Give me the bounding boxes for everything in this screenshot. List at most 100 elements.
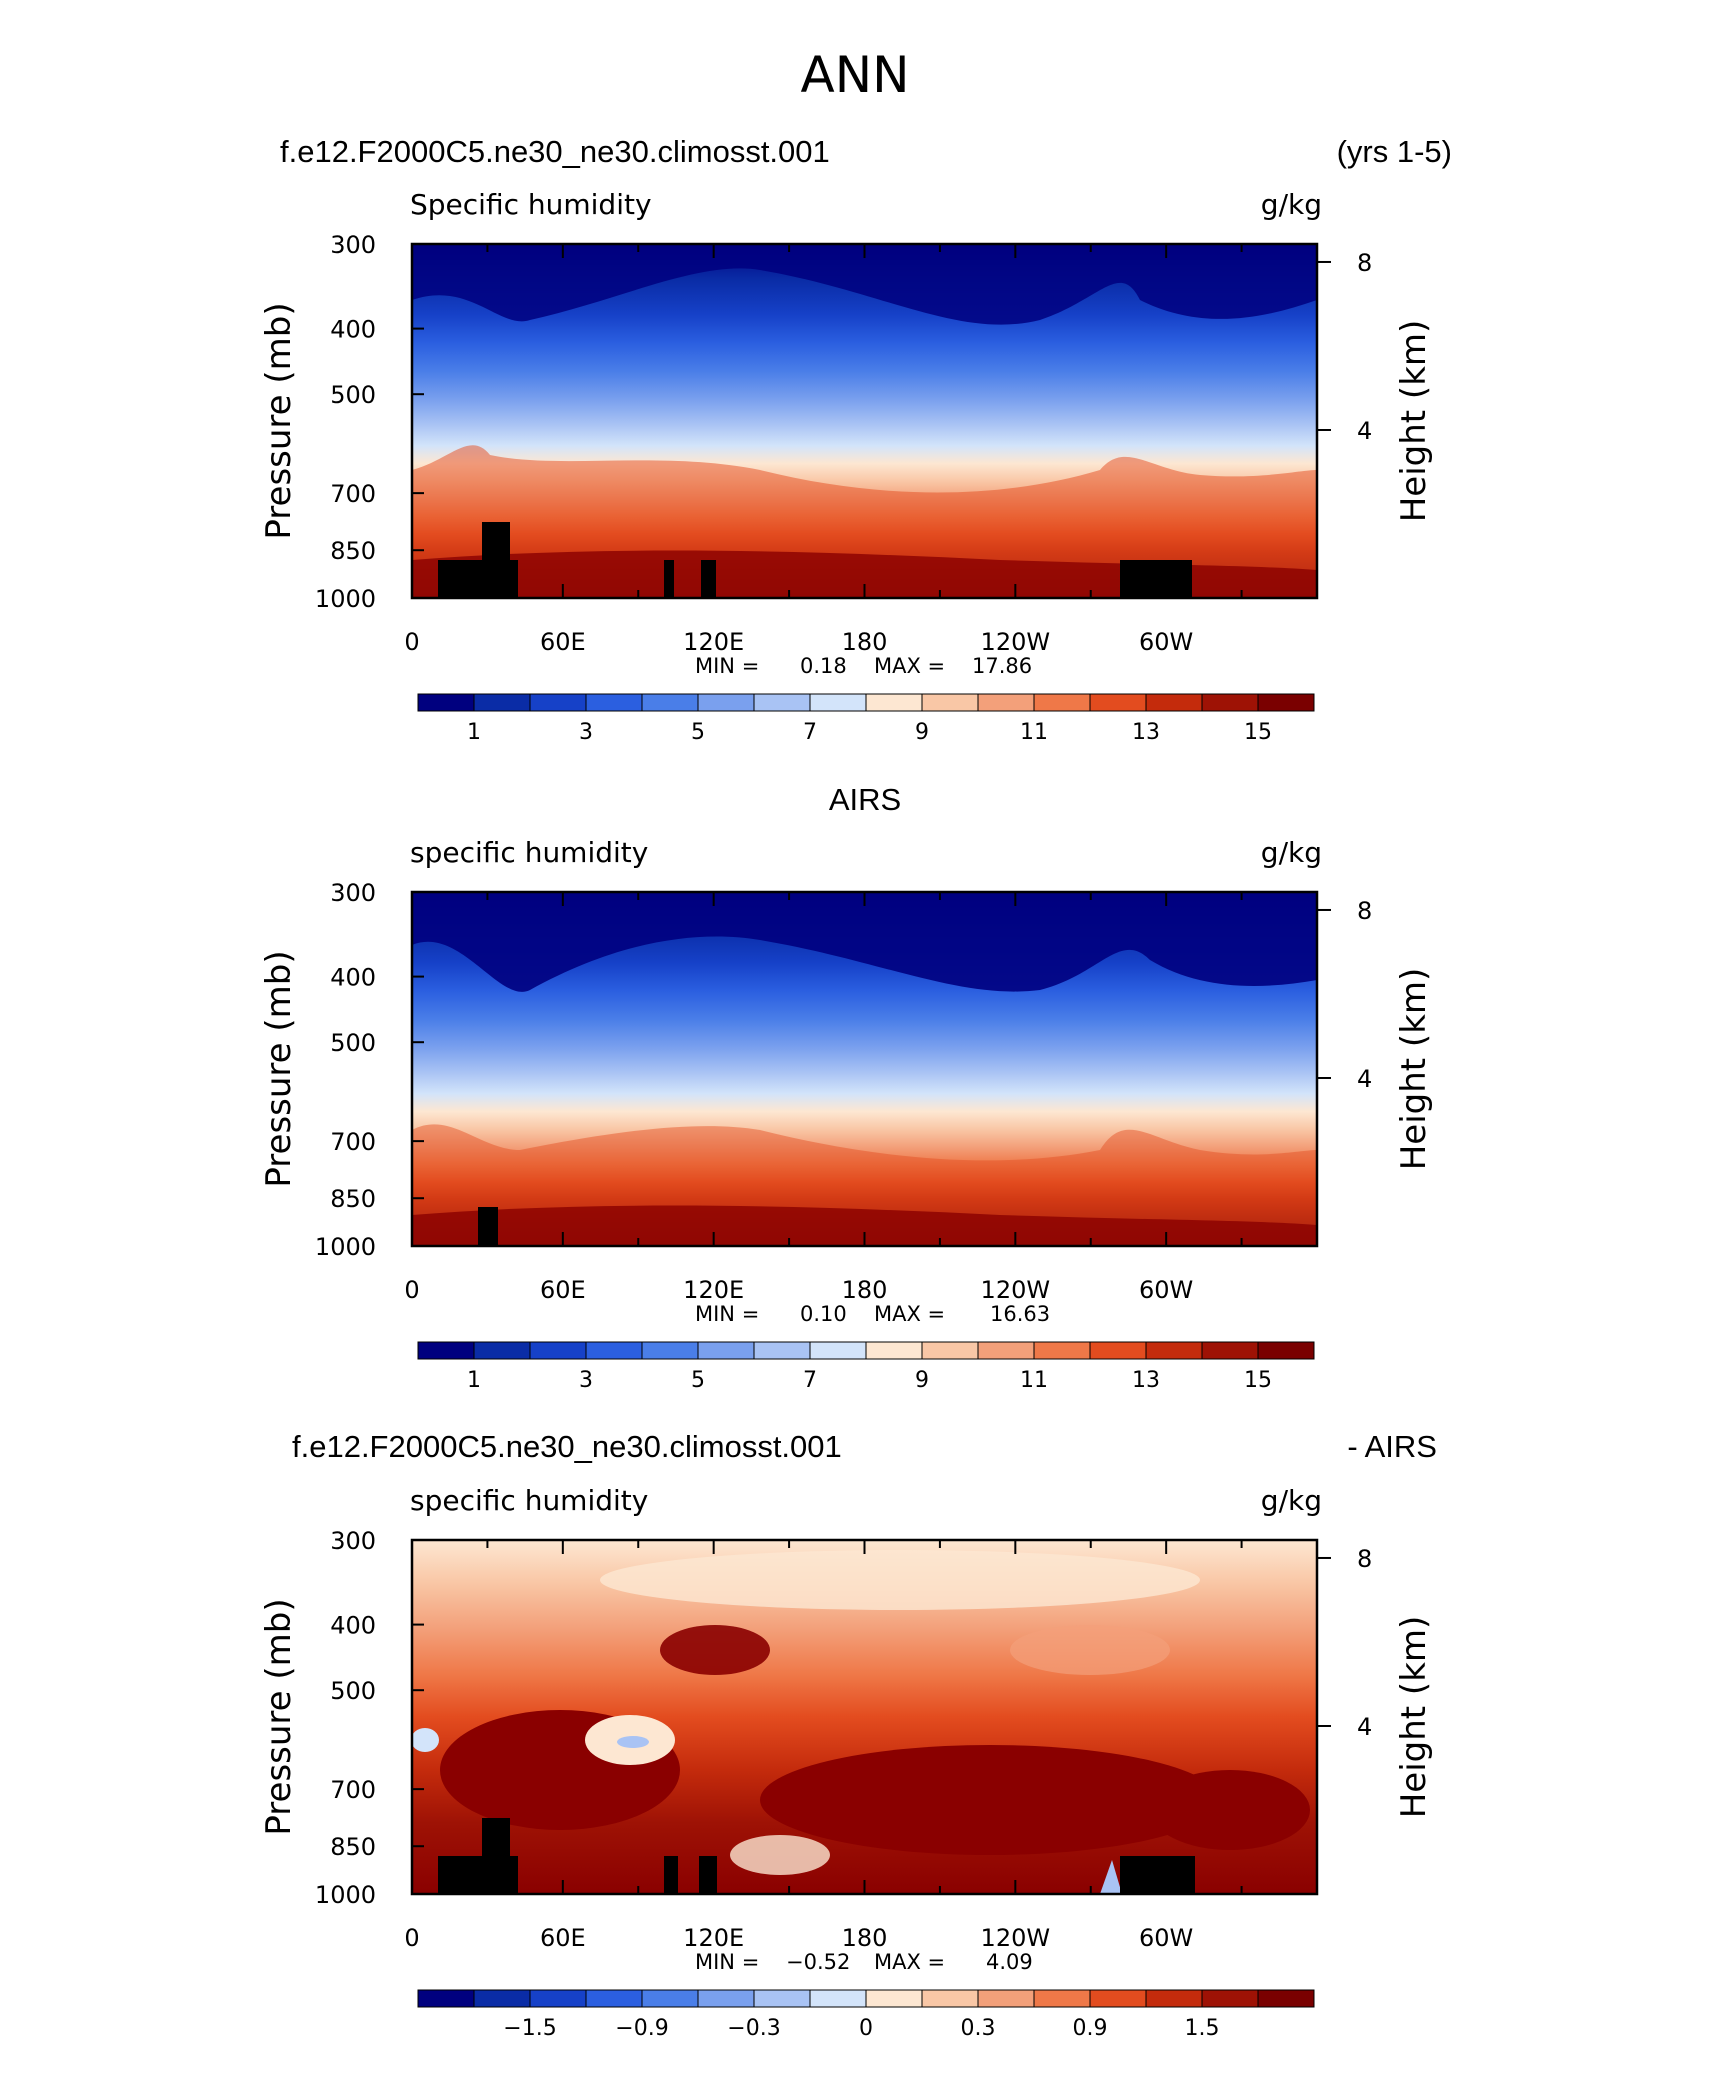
colorbar-swatch xyxy=(809,693,867,712)
panel1-colorbar: 1 3 5 7 9 11 13 15 xyxy=(417,693,1315,745)
colorbar-swatch xyxy=(641,1989,699,2008)
colorbar-swatch xyxy=(641,1341,699,1360)
panel3-title-left: f.e12.F2000C5.ne30_ne30.climosst.001 xyxy=(292,1429,842,1464)
panel3-field xyxy=(412,1540,1317,1894)
x-tick-label: 120E xyxy=(683,1924,744,1952)
colorbar-label: 15 xyxy=(1244,1368,1272,1393)
colorbar-label: 0 xyxy=(859,2016,873,2041)
y-tick-label: 850 xyxy=(330,1833,376,1861)
colorbar-swatch xyxy=(697,1989,755,2008)
panel3-stats: MIN = −0.52 MAX = 4.09 xyxy=(695,1950,1033,1974)
y-right-tick-label: 4 xyxy=(1357,417,1372,445)
panel3-ticks: 0 60E 120E 180 120W 60W 300 400 500 700 850 1000 8 4 xyxy=(315,1527,1372,1952)
colorbar-swatch xyxy=(977,1341,1035,1360)
panel1-subtitle-right: g/kg xyxy=(1261,188,1322,221)
y-tick-label: 1000 xyxy=(315,1881,376,1909)
colorbar-swatch xyxy=(1257,693,1315,712)
x-tick-label: 180 xyxy=(842,628,888,656)
y-tick-label: 700 xyxy=(330,1128,376,1156)
colorbar-swatch xyxy=(1145,1341,1203,1360)
x-tick-label: 60W xyxy=(1139,628,1193,656)
colorbar-swatch xyxy=(697,1341,755,1360)
colorbar-label: 3 xyxy=(579,1368,593,1393)
panel1-ylabel-right: Height (km) xyxy=(1394,320,1434,523)
colorbar-swatch xyxy=(1033,1989,1091,2008)
y-right-tick-label: 8 xyxy=(1357,249,1372,277)
colorbar-swatch xyxy=(529,693,587,712)
panel2-max-label: MAX = xyxy=(874,1302,945,1326)
colorbar-swatch xyxy=(1089,693,1147,712)
panel-airs: AIRS specific humidity g/kg 0 60E 120E 180 1… xyxy=(259,782,1434,1393)
panel1-max: 17.86 xyxy=(972,654,1032,678)
panel3-subtitle-left: specific humidity xyxy=(410,1484,648,1517)
colorbar-swatch xyxy=(865,1341,923,1360)
panel3-min-label: MIN = xyxy=(695,1950,759,1974)
x-tick-label: 0 xyxy=(404,1924,419,1952)
colorbar-swatch xyxy=(641,693,699,712)
colorbar-swatch xyxy=(1089,1341,1147,1360)
panel-model: f.e12.F2000C5.ne30_ne30.climosst.001 (yr… xyxy=(259,134,1452,745)
colorbar-swatch xyxy=(921,1341,979,1360)
panel1-field xyxy=(412,244,1317,598)
x-tick-label: 0 xyxy=(404,628,419,656)
colorbar-label: 9 xyxy=(915,1368,929,1393)
colorbar-label: −1.5 xyxy=(503,2016,556,2041)
panel3-ylabel: Pressure (mb) xyxy=(259,1598,299,1835)
y-right-tick-label: 4 xyxy=(1357,1065,1372,1093)
x-tick-label: 120W xyxy=(981,1276,1051,1304)
colorbar-label: 11 xyxy=(1020,1368,1048,1393)
colorbar-swatch xyxy=(1089,1989,1147,2008)
colorbar-swatch xyxy=(585,693,643,712)
panel3-subtitle-right: g/kg xyxy=(1261,1484,1322,1517)
colorbar-swatch xyxy=(473,693,531,712)
y-right-tick-label: 8 xyxy=(1357,1545,1372,1573)
y-tick-label: 400 xyxy=(330,1612,376,1640)
panel3-max-label: MAX = xyxy=(874,1950,945,1974)
panel2-subtitle-right: g/kg xyxy=(1261,836,1322,869)
panel2-colorbar: 1 3 5 7 9 11 13 15 xyxy=(417,1341,1315,1393)
colorbar-label: 9 xyxy=(915,720,929,745)
colorbar-swatch xyxy=(921,1989,979,2008)
panel2-ylabel-right: Height (km) xyxy=(1394,968,1434,1171)
panel3-max: 4.09 xyxy=(986,1950,1033,1974)
colorbar-swatch xyxy=(977,693,1035,712)
x-tick-label: 120E xyxy=(683,1276,744,1304)
y-tick-label: 700 xyxy=(330,480,376,508)
panel2-max: 16.63 xyxy=(990,1302,1050,1326)
y-tick-label: 850 xyxy=(330,1185,376,1213)
x-tick-label: 0 xyxy=(404,1276,419,1304)
colorbar-label: 3 xyxy=(579,720,593,745)
panel1-title-right: (yrs 1-5) xyxy=(1337,134,1452,169)
colorbar-label: 11 xyxy=(1020,720,1048,745)
colorbar-label: 15 xyxy=(1244,720,1272,745)
panel2-min: 0.10 xyxy=(800,1302,847,1326)
colorbar-swatch xyxy=(753,693,811,712)
colorbar-label: −0.3 xyxy=(727,2016,780,2041)
colorbar-label: 0.9 xyxy=(1073,2016,1108,2041)
y-tick-label: 850 xyxy=(330,537,376,565)
colorbar-swatch xyxy=(977,1989,1035,2008)
panel2-min-label: MIN = xyxy=(695,1302,759,1326)
y-tick-label: 1000 xyxy=(315,1233,376,1261)
x-tick-label: 60E xyxy=(540,628,586,656)
x-tick-label: 60E xyxy=(540,1924,586,1952)
panel1-title-left: f.e12.F2000C5.ne30_ne30.climosst.001 xyxy=(280,134,830,169)
colorbar-swatch xyxy=(753,1341,811,1360)
colorbar-swatch xyxy=(417,693,475,712)
x-tick-label: 60W xyxy=(1139,1276,1193,1304)
colorbar-swatch xyxy=(865,1989,923,2008)
y-tick-label: 400 xyxy=(330,316,376,344)
colorbar-label: 1 xyxy=(467,1368,481,1393)
y-right-tick-label: 8 xyxy=(1357,897,1372,925)
colorbar-swatch xyxy=(1145,1989,1203,2008)
colorbar-swatch xyxy=(753,1989,811,2008)
y-right-tick-label: 4 xyxy=(1357,1713,1372,1741)
y-tick-label: 500 xyxy=(330,1677,376,1705)
colorbar-label: 1.5 xyxy=(1185,2016,1220,2041)
colorbar-label: 5 xyxy=(691,1368,705,1393)
figure-title: ANN xyxy=(800,46,909,104)
colorbar-label: 13 xyxy=(1132,720,1160,745)
colorbar-swatch xyxy=(417,1989,475,2008)
panel2-ticks: 0 60E 120E 180 120W 60W 300 400 500 700 850 1000 8 4 xyxy=(315,879,1372,1304)
